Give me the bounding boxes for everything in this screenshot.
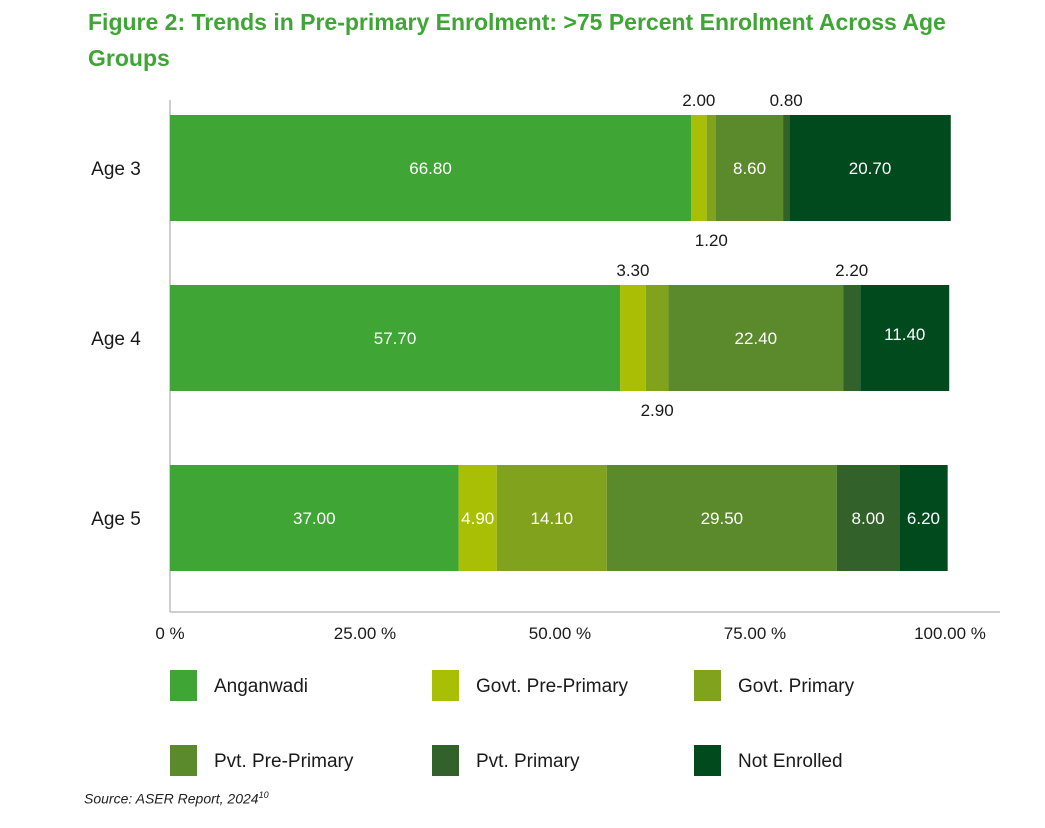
bar-segment (716, 115, 784, 221)
data-label: 3.30 (616, 261, 649, 280)
data-label: 22.40 (735, 329, 778, 348)
bar-segment (691, 115, 707, 221)
x-tick-label: 75.00 % (724, 624, 786, 643)
bar-segment (783, 115, 790, 221)
legend-label: Pvt. Pre-Primary (214, 751, 354, 772)
legend-swatch (694, 745, 721, 776)
legend-swatch (170, 745, 197, 776)
bar-segment (843, 285, 861, 391)
x-tick-label: 100.00 % (914, 624, 986, 643)
data-label: 1.20 (695, 231, 728, 250)
legend-swatch (694, 670, 721, 701)
x-tick-label: 25.00 % (334, 624, 396, 643)
bar-segment (789, 115, 951, 221)
data-label: 8.60 (733, 159, 766, 178)
source-text: Source: ASER Report, 2024 (84, 790, 259, 807)
x-tick-label: 50.00 % (529, 624, 591, 643)
legend-label: Govt. Primary (738, 676, 855, 697)
legend-swatch (432, 670, 459, 701)
legend-label: Pvt. Primary (476, 751, 580, 772)
legend-label: Anganwadi (214, 676, 308, 697)
data-label: 29.50 (701, 509, 744, 528)
bar-segment (620, 285, 646, 391)
y-category-label: Age 3 (91, 159, 141, 180)
chart-area: 0 % 25.00 % 50.00 % 75.00 % 100.00 % Age 3 66.… (91, 91, 1000, 776)
bar-segment (668, 285, 844, 391)
data-label: 2.90 (641, 401, 674, 420)
data-label: 2.20 (835, 261, 868, 280)
chart-title: Figure 2: Trends in Pre-primary Enrolmen… (88, 9, 946, 71)
data-label: 8.00 (852, 509, 885, 528)
legend-label: Not Enrolled (738, 751, 843, 772)
legend-swatch (432, 745, 459, 776)
bar-segment (496, 465, 607, 571)
source-note: Source: ASER Report, 202410 (84, 790, 269, 807)
source-footnote: 10 (258, 790, 269, 800)
bar-segment (836, 465, 900, 571)
bar-segment (170, 115, 692, 221)
bar-segment (170, 465, 459, 571)
data-label: 0.80 (770, 91, 803, 110)
data-label: 66.80 (409, 159, 452, 178)
y-category-label: Age 5 (91, 509, 141, 530)
legend-swatch (170, 670, 197, 701)
data-label: 57.70 (374, 329, 417, 348)
data-label: 6.20 (907, 509, 940, 528)
bar-segment (860, 285, 950, 391)
bar-segment (645, 285, 669, 391)
x-tick-label: 0 % (155, 624, 184, 643)
data-label: 37.00 (293, 509, 336, 528)
data-label: 4.90 (461, 509, 494, 528)
bar-segment (606, 465, 837, 571)
bar-segment (458, 465, 497, 571)
y-category-label: Age 4 (91, 329, 141, 350)
bar-segment (170, 285, 621, 391)
legend-label: Govt. Pre-Primary (476, 676, 629, 697)
data-label: 2.00 (682, 91, 715, 110)
data-label: 11.40 (884, 325, 925, 344)
data-label: 20.70 (849, 159, 892, 178)
data-label: 14.10 (531, 509, 574, 528)
bar-segment (706, 115, 716, 221)
bar-segment (899, 465, 948, 571)
